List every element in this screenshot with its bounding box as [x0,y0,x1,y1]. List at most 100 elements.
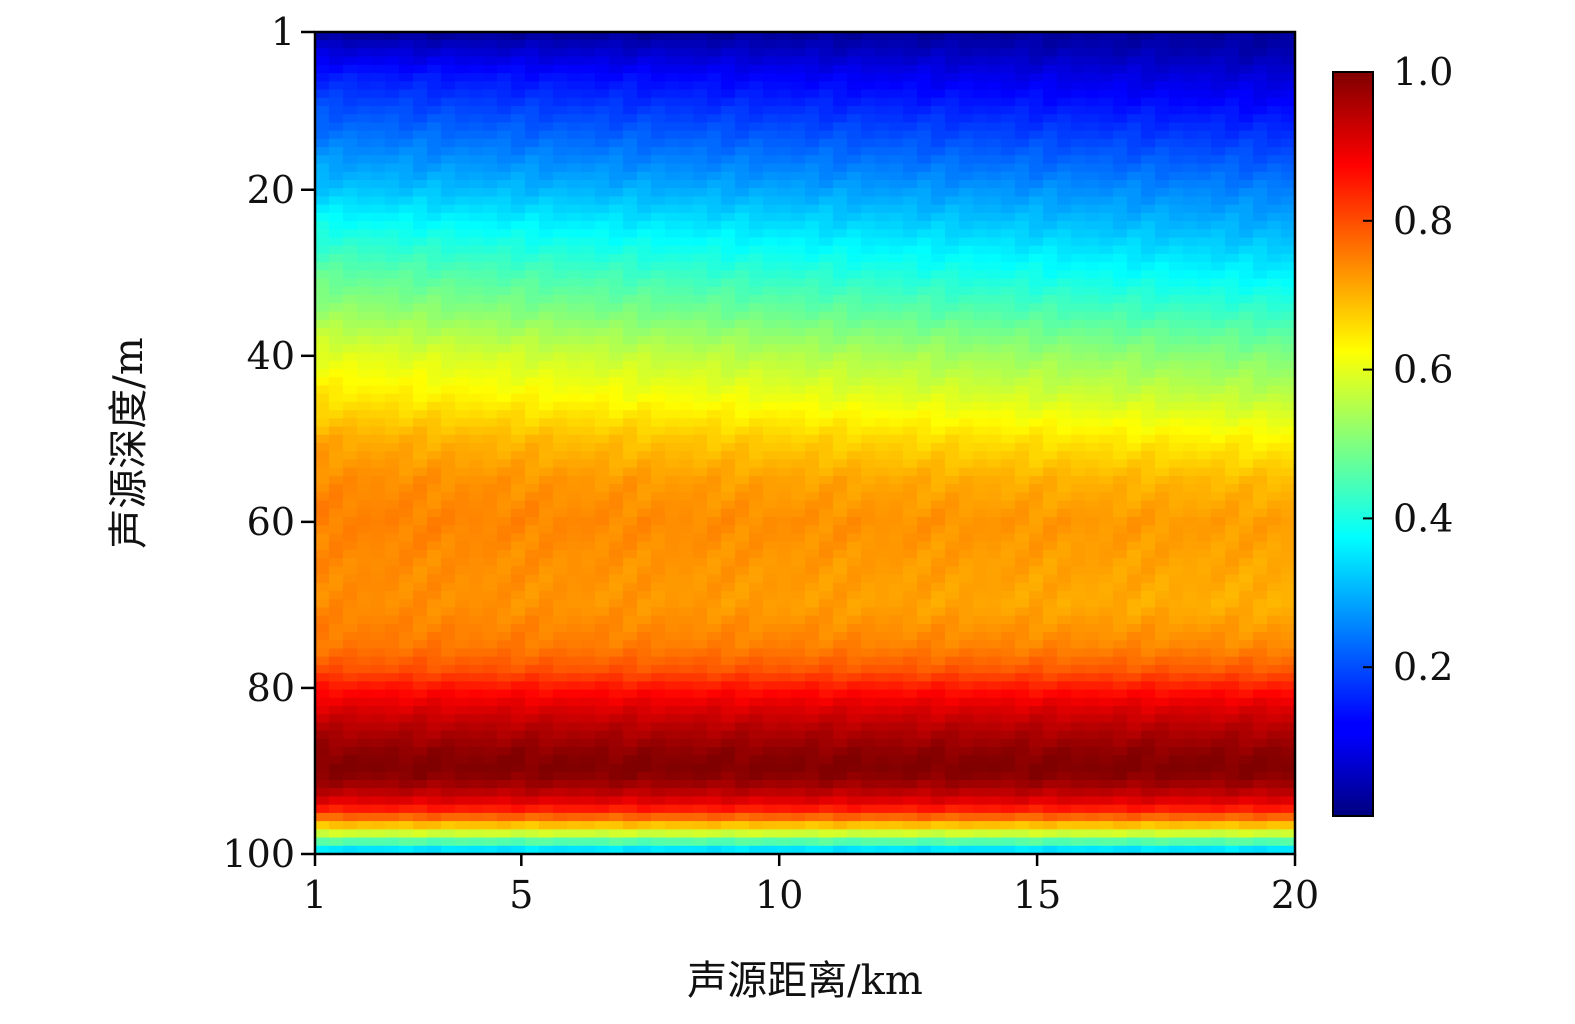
heatmap-cell [1015,549,1030,559]
heatmap-cell [1071,360,1086,370]
heatmap-cell [1085,147,1100,156]
heatmap-cell [693,130,708,140]
heatmap-cell [1127,508,1142,518]
heatmap-cell [861,48,876,58]
heatmap-cell [973,492,988,502]
heatmap-cell [1183,221,1198,230]
heatmap-cell [931,525,946,535]
heatmap-cell [399,352,414,362]
heatmap-cell [567,459,582,469]
heatmap-cell [315,319,330,329]
heatmap-cell [525,286,540,296]
heatmap-cell [903,393,918,403]
heatmap-cell [1085,32,1100,41]
heatmap-cell [609,344,624,354]
heatmap-cell [1043,286,1058,296]
heatmap-cell [861,525,876,535]
heatmap-cell [1225,525,1240,535]
heatmap-cell [511,443,526,452]
heatmap-cell [777,434,792,444]
heatmap-cell [567,212,582,222]
heatmap-cell [1099,262,1114,271]
heatmap-cell [581,410,596,419]
heatmap-cell [763,327,778,337]
heatmap-cell [609,97,624,107]
heatmap-cell [1239,196,1254,206]
heatmap-cell [1099,179,1114,189]
heatmap-cell [623,590,638,600]
heatmap-cell [763,369,778,378]
heatmap-cell [1043,32,1058,41]
heatmap-cell [777,418,792,428]
heatmap-cell [917,607,932,617]
heatmap-cell [399,377,414,387]
heatmap-cell [1183,451,1198,461]
heatmap-cell [679,327,694,337]
heatmap-cell [581,443,596,452]
heatmap-cell [749,311,764,321]
heatmap-cell [1113,508,1128,518]
heatmap-cell [525,492,540,502]
heatmap-cell [889,344,904,354]
heatmap-cell [819,369,834,378]
heatmap-cell [763,393,778,403]
heatmap-cell [385,607,400,617]
heatmap-cell [1085,574,1100,584]
heatmap-cell [1029,138,1044,148]
heatmap-cell [777,97,792,107]
heatmap-cell [413,410,428,419]
heatmap-cell [595,369,610,378]
heatmap-cell [749,607,764,617]
heatmap-cell [791,549,806,559]
heatmap-cell [1141,443,1156,452]
heatmap-cell [889,319,904,329]
heatmap-cell [1029,229,1044,239]
heatmap-cell [777,599,792,608]
heatmap-cell [581,163,596,173]
heatmap-cell [1267,541,1282,551]
heatmap-cell [427,97,442,107]
heatmap-cell [357,179,372,189]
heatmap-cell [1085,73,1100,82]
heatmap-cell [315,566,330,576]
heatmap-cell [539,393,554,403]
heatmap-cell [329,155,344,165]
heatmap-cell [875,311,890,321]
heatmap-cell [1253,147,1268,156]
heatmap-cell [651,451,666,461]
heatmap-cell [917,475,932,485]
heatmap-cell [665,97,680,107]
heatmap-cell [665,434,680,444]
heatmap-cell [1253,278,1268,288]
heatmap-cell [427,295,442,304]
heatmap-cell [651,114,666,124]
heatmap-cell [315,516,330,526]
heatmap-cell [763,262,778,271]
heatmap-cell [847,56,862,66]
heatmap-cell [973,484,988,493]
heatmap-cell [1169,418,1184,428]
heatmap-cell [1015,204,1030,214]
heatmap-cell [973,188,988,197]
heatmap-cell [987,114,1002,124]
heatmap-cell [973,278,988,288]
heatmap-cell [861,229,876,239]
heatmap-cell [763,533,778,543]
heatmap-cell [1085,344,1100,354]
heatmap-cell [1085,40,1100,50]
heatmap-cell [1155,590,1170,600]
heatmap-cell [889,443,904,452]
heatmap-cell [623,336,638,345]
heatmap-cell [805,48,820,58]
heatmap-cell [903,369,918,378]
heatmap-cell [1239,212,1254,222]
heatmap-cell [805,163,820,173]
heatmap-cell [539,245,554,255]
heatmap-cell [413,385,428,395]
heatmap-cell [1239,336,1254,345]
heatmap-cell [371,377,386,387]
heatmap-cell [1099,270,1114,280]
heatmap-cell [315,377,330,387]
heatmap-cell [525,73,540,82]
heatmap-cell [1239,541,1254,551]
